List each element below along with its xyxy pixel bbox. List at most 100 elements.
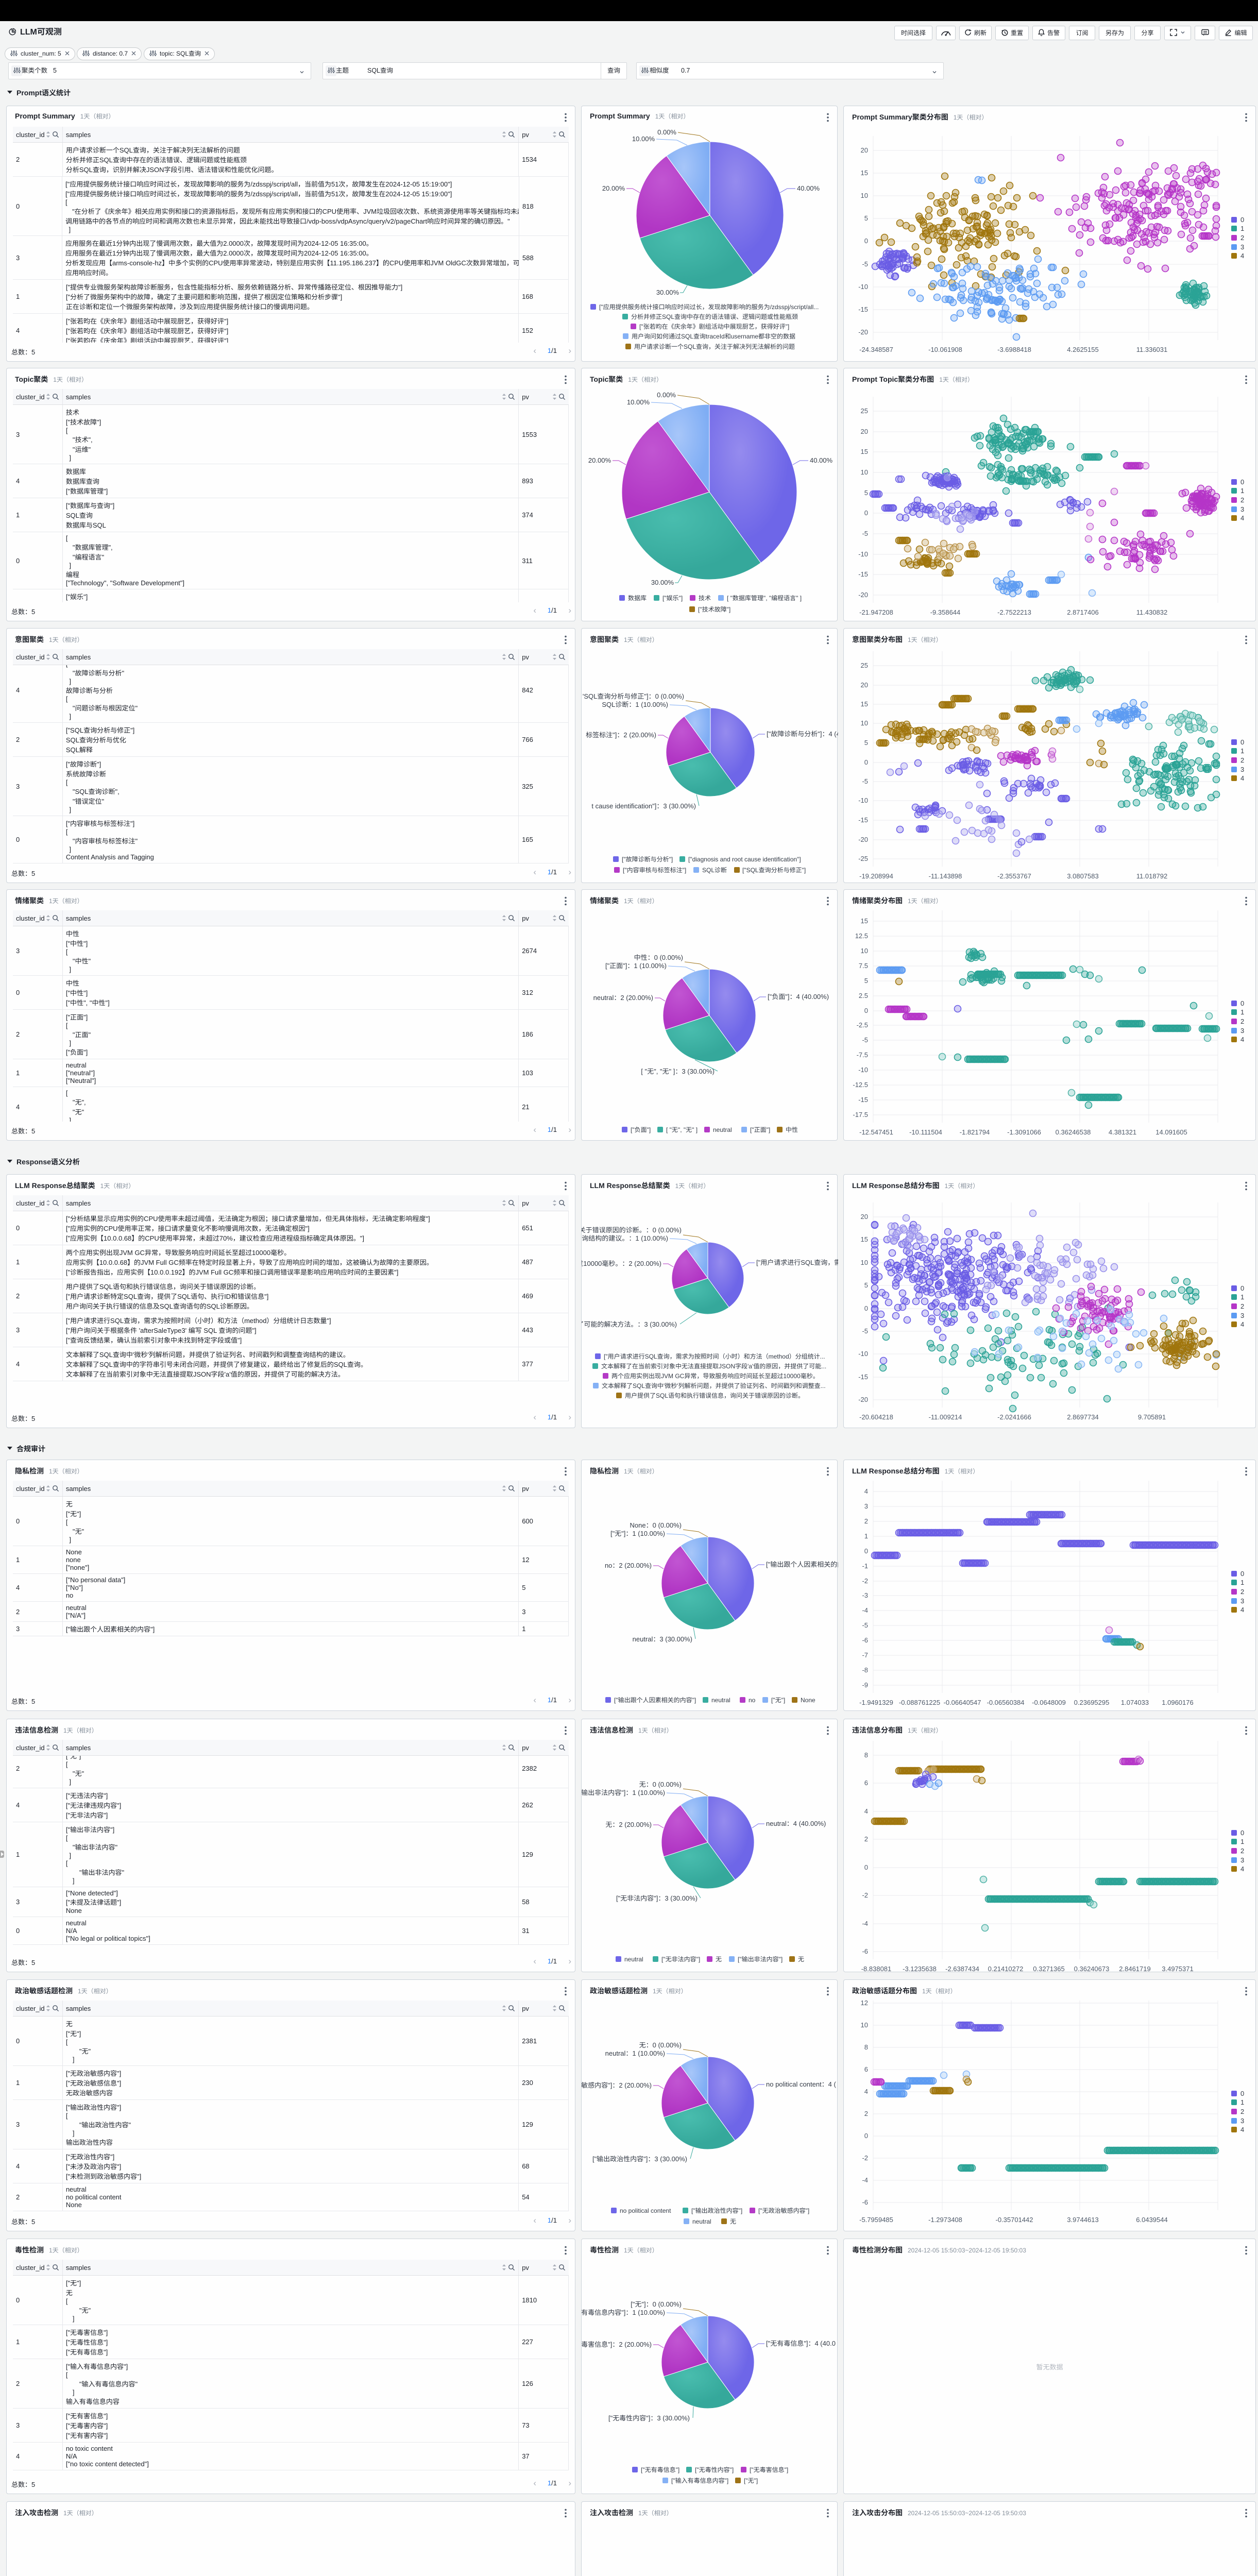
svg-text:技术: 技术 — [699, 595, 711, 602]
svg-text:0: 0 — [1240, 1284, 1244, 1292]
svg-text:20: 20 — [861, 146, 868, 154]
svg-text:-7.5: -7.5 — [857, 1051, 868, 1059]
svg-text:-3.1235638: -3.1235638 — [903, 1965, 937, 1973]
svg-text:-19.208994: -19.208994 — [859, 872, 893, 880]
svg-text:25: 25 — [861, 662, 868, 669]
svg-text:["无"]: ["无"] — [771, 1697, 785, 1704]
svg-text:3: 3 — [1240, 505, 1244, 513]
svg-text:no political content: no political content — [620, 2207, 671, 2214]
svg-text:用户提供了SQL语句和执行错误信息，询问关于错误原因的诊断。: 用户提供了SQL语句和执行错误信息，询问关于错误原因的诊断。 — [625, 1392, 804, 1399]
svg-text:用户询问如何通过SQL查询traceId和username都: 用户询问如何通过SQL查询traceId和username都非空的数据 — [632, 333, 795, 340]
svg-text:2: 2 — [1240, 1588, 1244, 1596]
svg-text:neutral: neutral — [624, 1956, 643, 1963]
svg-text:neutral: neutral — [711, 1697, 730, 1704]
svg-text:3: 3 — [1240, 243, 1244, 251]
svg-text:2: 2 — [864, 1835, 868, 1843]
svg-text:["SQL查询分析与修正"]: ["SQL查询分析与修正"] — [742, 867, 806, 874]
svg-text:-7: -7 — [862, 1651, 868, 1659]
svg-text:-11.143898: -11.143898 — [929, 872, 962, 880]
svg-text:-2.6387434: -2.6387434 — [945, 1965, 979, 1973]
svg-text:no political content：4 (: no political content：4 ( — [766, 2080, 837, 2088]
svg-text:3.9744613: 3.9744613 — [1067, 2216, 1098, 2224]
svg-text:["diagnosis and root cause ide: ["diagnosis and root cause identificatio… — [688, 856, 801, 863]
svg-text:2.8461719: 2.8461719 — [1119, 1965, 1150, 1973]
svg-text:4: 4 — [864, 1487, 868, 1495]
svg-text:敏感内容"]：2 (20.00%): 敏感内容"]：2 (20.00%) — [582, 2081, 652, 2089]
svg-text:-4: -4 — [862, 1920, 868, 1927]
svg-text:["用户请求进行SQL查询，需求为按照时间（小时）和方法（m: ["用户请求进行SQL查询，需求为按照时间（小时）和方法（method）分组统计… — [604, 1353, 825, 1360]
svg-text:-1.3091066: -1.3091066 — [1007, 1128, 1041, 1136]
svg-text:无：0 (0.00%): 无：0 (0.00%) — [639, 1781, 682, 1788]
svg-text:-20: -20 — [858, 328, 868, 336]
svg-text:15: 15 — [861, 700, 868, 708]
svg-text:30.00%: 30.00% — [656, 289, 679, 296]
svg-text:无: 无 — [716, 1956, 722, 1963]
svg-text:1: 1 — [864, 1532, 868, 1540]
svg-text:5: 5 — [864, 489, 868, 497]
svg-text:4: 4 — [1240, 774, 1244, 782]
svg-text:-15: -15 — [858, 1096, 868, 1104]
svg-text:0: 0 — [864, 1863, 868, 1871]
svg-text:["输出非法内容"]: ["输出非法内容"] — [738, 1956, 783, 1963]
svg-text:2: 2 — [864, 2110, 868, 2117]
svg-text:["无政治敏感内容"]: ["无政治敏感内容"] — [758, 2207, 809, 2214]
svg-text:数据库: 数据库 — [628, 595, 647, 602]
svg-text:无：0 (0.00%): 无：0 (0.00%) — [639, 2041, 682, 2049]
svg-text:4: 4 — [1240, 1320, 1244, 1328]
svg-text:3: 3 — [1240, 2117, 1244, 2125]
svg-text:["故障诊断与分析"]：4 (40.00%): ["故障诊断与分析"]：4 (40.00%) — [767, 730, 838, 738]
svg-text:3: 3 — [1240, 1856, 1244, 1864]
svg-text:10: 10 — [861, 1259, 868, 1266]
svg-text:2.8697734: 2.8697734 — [1067, 1413, 1098, 1421]
svg-text:0.23695295: 0.23695295 — [1074, 1699, 1110, 1706]
svg-text:0: 0 — [864, 758, 868, 766]
svg-text:-4: -4 — [862, 1606, 868, 1614]
svg-text:[ "无", "无" ]：3 (30.00%): [ "无", "无" ]：3 (30.00%) — [641, 1067, 715, 1075]
svg-text:6.0439544: 6.0439544 — [1136, 2216, 1167, 2224]
svg-text:8: 8 — [864, 1751, 868, 1759]
svg-text:40.00%: 40.00% — [810, 456, 833, 464]
svg-text:["负面"]: ["负面"] — [631, 1126, 651, 1133]
svg-text:1: 1 — [1240, 1008, 1244, 1016]
svg-text:-5: -5 — [862, 1036, 868, 1044]
svg-text:-17.5: -17.5 — [853, 1111, 868, 1118]
svg-text:文本解释了SQL查询中'微秒'列解析问题，并提供了验证列名、: 文本解释了SQL查询中'微秒'列解析问题，并提供了验证列名、时间戳列和调整查..… — [602, 1382, 826, 1389]
svg-text:过10000毫秒。：2 (20.00%): 过10000毫秒。：2 (20.00%) — [582, 1260, 661, 1267]
svg-text:["负面"]：4 (40.00%): ["负面"]：4 (40.00%) — [768, 993, 829, 1001]
svg-text:-4: -4 — [862, 2176, 868, 2184]
svg-text:0: 0 — [864, 1304, 868, 1312]
svg-text:SQL诊断: SQL诊断 — [702, 867, 727, 874]
svg-text:-5: -5 — [862, 530, 868, 537]
svg-text:3: 3 — [1240, 1312, 1244, 1319]
svg-text:0: 0 — [864, 237, 868, 245]
svg-text:-2.0241666: -2.0241666 — [997, 1413, 1031, 1421]
svg-text:["无非法内容"]：3 (30.00%): ["无非法内容"]：3 (30.00%) — [616, 1894, 698, 1902]
svg-text:5: 5 — [864, 1281, 868, 1289]
svg-text:-5: -5 — [862, 777, 868, 785]
svg-text:0.3271365: 0.3271365 — [1033, 1965, 1064, 1973]
svg-text:-5: -5 — [862, 260, 868, 268]
svg-text:0: 0 — [1240, 478, 1244, 486]
svg-text:2: 2 — [1240, 496, 1244, 504]
svg-text:["输出跟个人因素相关的内容: ["输出跟个人因素相关的内容 — [766, 1561, 838, 1568]
svg-text:30.00%: 30.00% — [651, 579, 674, 586]
svg-text:10: 10 — [861, 2021, 868, 2029]
svg-text:0: 0 — [1240, 738, 1244, 746]
svg-text:["应用提供服务统计接口响应时间过长，发现故障影响的服务为/: ["应用提供服务统计接口响应时间过长，发现故障影响的服务为/zdsspj/scr… — [599, 303, 819, 311]
svg-text:-24.348587: -24.348587 — [859, 346, 893, 353]
svg-text:分析并修正SQL查询中存在的语法错误、逻辑问题或性能瓶颈: 分析并修正SQL查询中存在的语法错误、逻辑问题或性能瓶颈 — [631, 313, 798, 320]
svg-text:-20.604218: -20.604218 — [859, 1413, 893, 1421]
svg-text:1: 1 — [1240, 1579, 1244, 1586]
svg-text:-15: -15 — [858, 570, 868, 578]
svg-text:-2: -2 — [862, 1577, 868, 1585]
svg-text:["内容审核与标签标注"]: ["内容审核与标签标注"] — [623, 867, 686, 874]
svg-text:4: 4 — [1240, 1036, 1244, 1043]
svg-text:10: 10 — [861, 719, 868, 727]
svg-text:9.705891: 9.705891 — [1138, 1413, 1166, 1421]
svg-text:["娱乐"]: ["娱乐"] — [662, 595, 683, 602]
svg-text:3.0807583: 3.0807583 — [1067, 872, 1098, 880]
svg-text:0.00%: 0.00% — [657, 128, 676, 136]
svg-text:["无毒性内容"]: ["无毒性内容"] — [695, 2466, 734, 2473]
svg-text:-10: -10 — [858, 283, 868, 291]
svg-text:["无"]：0 (0.00%): ["无"]：0 (0.00%) — [631, 2300, 682, 2308]
